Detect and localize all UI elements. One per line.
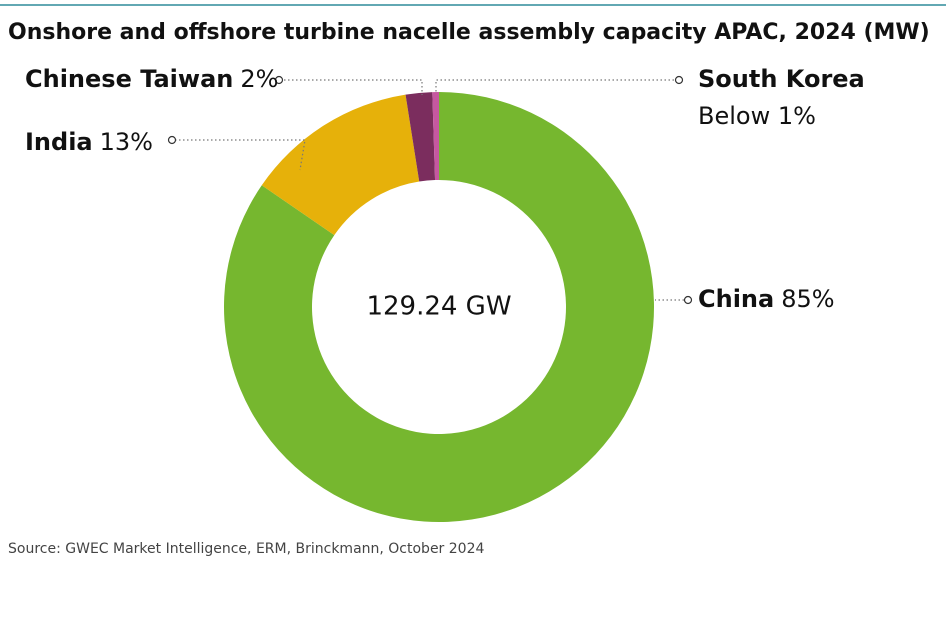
donut-slice	[223, 92, 654, 522]
donut-slice	[261, 94, 420, 236]
leader-dot	[683, 295, 693, 305]
value-label: Below 1%	[698, 102, 816, 130]
donut-slice	[432, 92, 439, 181]
category-name: India	[25, 128, 93, 156]
slice-label: South Korea	[698, 65, 865, 93]
value-label: 13%	[100, 128, 153, 156]
leader-line	[280, 79, 423, 95]
value-label: 2%	[240, 65, 278, 93]
chart-title: Onshore and offshore turbine nacelle ass…	[8, 20, 930, 45]
category-name: China	[698, 285, 774, 313]
leader-dot	[674, 75, 684, 85]
category-name: South Korea	[698, 65, 865, 93]
center-label: 129.24 GW	[366, 292, 511, 322]
value-label: 85%	[781, 285, 834, 313]
donut-slice	[405, 92, 436, 182]
source: Source: GWEC Market Intelligence, ERM, B…	[8, 541, 484, 557]
leader-dot	[274, 75, 284, 85]
category-name: Chinese Taiwan	[25, 65, 233, 93]
slice-label: India 13%	[25, 128, 153, 156]
slice-label: China 85%	[698, 285, 835, 313]
leader-dot	[167, 135, 177, 145]
slice-label: Chinese Taiwan 2%	[25, 65, 278, 93]
leader-line	[435, 79, 678, 93]
